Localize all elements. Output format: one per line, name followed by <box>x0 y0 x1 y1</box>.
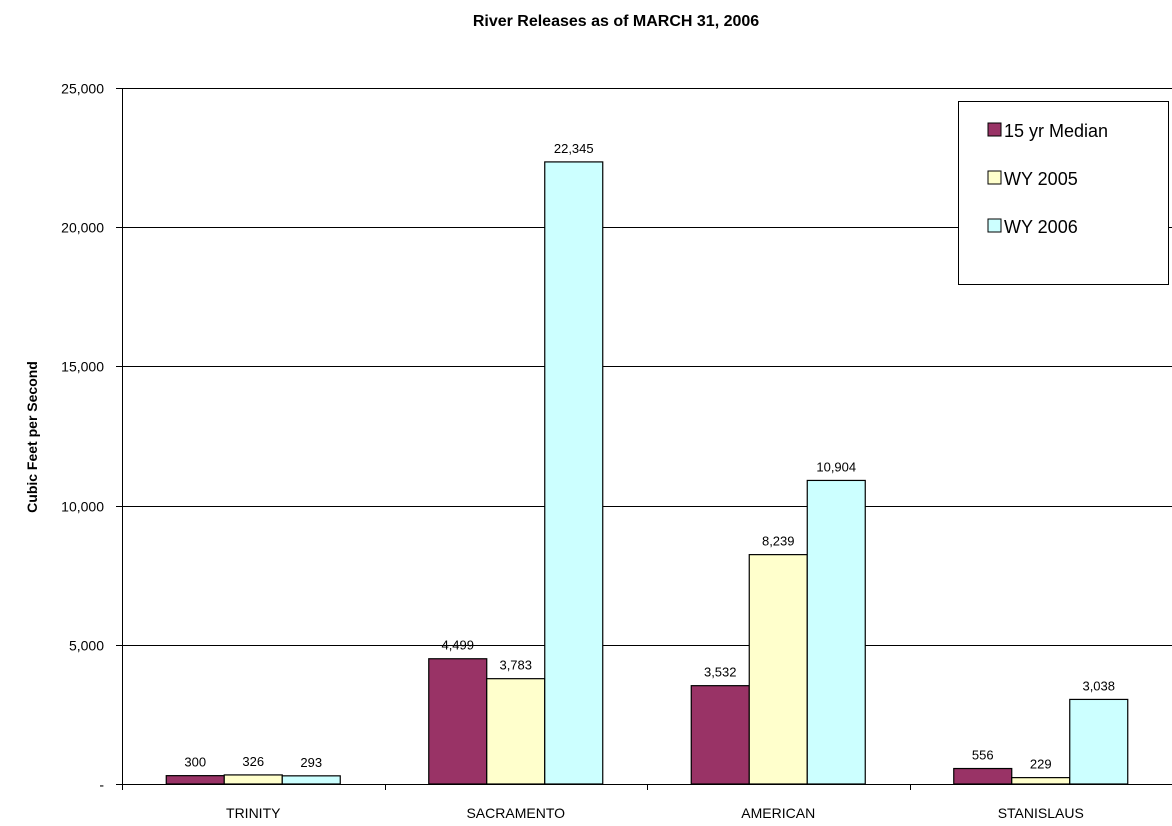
data-label: 300 <box>184 755 206 770</box>
x-tick-label: SACRAMENTO <box>466 805 565 821</box>
x-tick-label: TRINITY <box>226 805 281 821</box>
x-tick-label: AMERICAN <box>741 805 815 821</box>
y-tick-label: - <box>99 777 104 793</box>
x-tick-label: STANISLAUS <box>998 805 1084 821</box>
bar <box>428 658 488 785</box>
legend-label: WY 2006 <box>1004 217 1078 237</box>
bar <box>806 479 866 785</box>
data-label: 10,904 <box>816 459 856 474</box>
y-tick-label: 25,000 <box>61 81 104 97</box>
y-tick-label: 20,000 <box>61 220 104 236</box>
bar <box>544 161 604 785</box>
data-labels: 300 326 293 4,499 3,783 22,345 3,532 8,239 10,90… <box>184 141 1115 772</box>
bar <box>1069 698 1129 785</box>
bar <box>690 685 750 785</box>
legend-label: 15 yr Median <box>1004 121 1108 141</box>
bar <box>165 775 225 785</box>
bar <box>953 767 1013 785</box>
data-label: 326 <box>242 754 264 769</box>
y-tick-label: 10,000 <box>61 499 104 515</box>
data-label: 22,345 <box>554 141 594 156</box>
data-label: 556 <box>972 748 994 763</box>
bar <box>223 774 283 785</box>
axes: - 5,000 10,000 15,000 20,000 25,000 TRINITY SAC… <box>61 81 1172 821</box>
legend-swatch <box>987 170 1002 185</box>
legend: 15 yr Median WY 2005 WY 2006 <box>958 101 1169 285</box>
data-label: 4,499 <box>441 638 474 653</box>
bar <box>486 678 546 785</box>
data-label: 3,783 <box>499 658 532 673</box>
data-label: 3,038 <box>1082 678 1115 693</box>
legend-swatch <box>987 218 1002 233</box>
chart-title: River Releases as of MARCH 31, 2006 <box>473 13 759 30</box>
bar <box>1011 777 1071 785</box>
bar <box>281 775 341 785</box>
bar <box>748 554 808 785</box>
y-tick-label: 5,000 <box>69 638 104 654</box>
y-axis-label: Cubic Feet per Second <box>24 361 40 513</box>
legend-swatch <box>987 122 1002 137</box>
y-tick-label: 15,000 <box>61 359 104 375</box>
data-label: 229 <box>1030 757 1052 772</box>
legend-label: WY 2005 <box>1004 169 1078 189</box>
data-label: 8,239 <box>762 534 795 549</box>
data-label: 293 <box>300 755 322 770</box>
data-label: 3,532 <box>704 665 737 680</box>
